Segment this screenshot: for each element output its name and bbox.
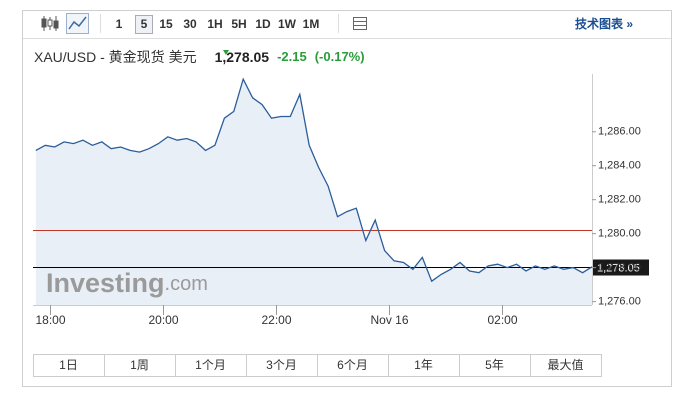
change-pct: (-0.17%) (315, 49, 365, 64)
x-tick-label: 18:00 (35, 313, 65, 327)
interval-button[interactable]: 1H (207, 17, 222, 31)
price-label: 1,278.05 (597, 262, 640, 274)
interval-button[interactable]: 30 (183, 17, 197, 31)
interval-button[interactable]: 5H (231, 17, 246, 31)
x-tick-label: 02:00 (487, 313, 517, 327)
change: -2.15 (277, 49, 307, 64)
quote-header: XAU/USD - 黄金现货 美元 1,278.05 -2.15 (-0.17%) (34, 49, 365, 65)
price: 1,278.05 (215, 49, 270, 65)
range-label[interactable]: 1周 (130, 358, 149, 372)
interval-button[interactable]: 1W (278, 17, 297, 31)
range-label[interactable]: 3个月 (266, 358, 297, 372)
interval-button[interactable]: 1 (116, 17, 123, 31)
range-button[interactable] (530, 354, 602, 377)
interval-button[interactable]: 15 (159, 17, 173, 31)
interval-button[interactable]: 5 (141, 17, 148, 31)
range-label[interactable]: 6个月 (337, 358, 368, 372)
x-tick-label: 22:00 (261, 313, 291, 327)
watermark: Investing.com (46, 268, 208, 298)
interval-button[interactable]: 1D (255, 17, 271, 31)
tech-chart-link[interactable]: 技术图表 » (575, 16, 633, 31)
symbol: XAU/USD - 黄金现货 美元 (34, 49, 197, 65)
y-tick-label: 1,284.00 (598, 160, 641, 172)
down-arrow (223, 50, 229, 55)
x-tick-label: Nov 16 (370, 313, 408, 327)
y-tick-label: 1,280.00 (598, 228, 641, 240)
price-label-box (593, 259, 649, 276)
x-tick-label: 20:00 (148, 313, 178, 327)
watermark-part: Investing (46, 268, 165, 298)
range-label[interactable]: 1个月 (195, 358, 226, 372)
area-fill (35, 79, 593, 305)
price-line (35, 77, 593, 283)
range-label[interactable]: 1年 (414, 358, 433, 372)
range-label[interactable]: 最大值 (547, 357, 583, 372)
y-tick-label: 1,278.00 (598, 262, 641, 274)
y-tick-label: 1,276.00 (598, 296, 641, 308)
watermark-part: .com (165, 273, 208, 295)
line-icon[interactable] (66, 13, 89, 34)
interval-button[interactable]: 1M (303, 17, 320, 31)
candle-icon[interactable] (41, 16, 59, 31)
table-icon[interactable] (353, 17, 367, 30)
y-tick-label: 1,286.00 (598, 126, 641, 138)
interval-selected (135, 15, 153, 34)
range-label[interactable]: 5年 (485, 358, 504, 372)
line-icon-glyph (68, 16, 87, 30)
range-label[interactable]: 1日 (59, 358, 78, 372)
y-tick-label: 1,282.00 (598, 194, 641, 206)
